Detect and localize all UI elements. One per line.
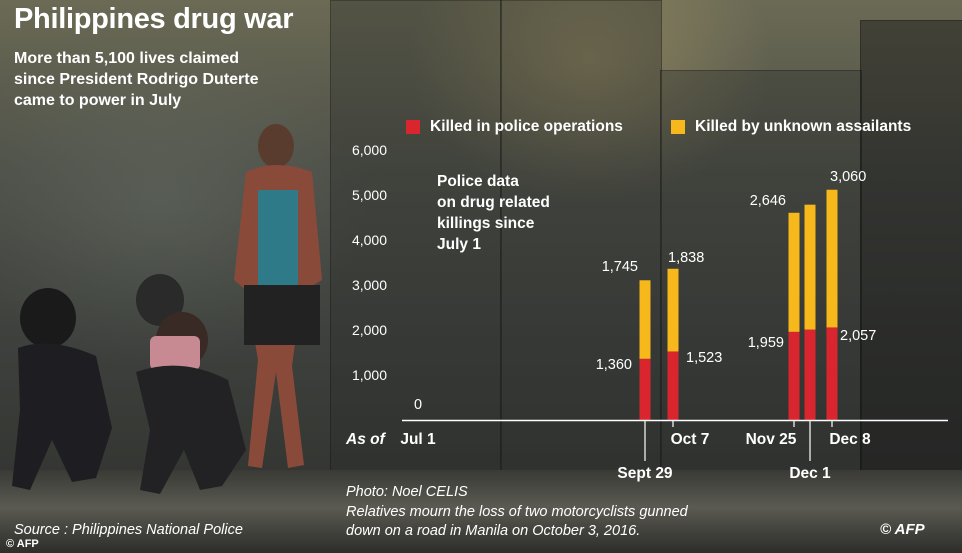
bar-unknown: [667, 268, 679, 352]
y-tick-label: 3,000: [352, 277, 387, 293]
y-tick-label: 5,000: [352, 187, 387, 203]
x-axis: As of Jul 1 Sept 29 Oct 7 Nov 25 Dec 1 Dec 8: [345, 419, 948, 482]
data-label-unknown: 3,060: [830, 169, 866, 185]
data-label-police: 1,523: [686, 350, 722, 366]
data-label-police: 2,057: [840, 328, 876, 344]
x-tick-label: Nov 25: [746, 431, 797, 448]
x-tick-label: Dec 1: [789, 465, 831, 482]
headline: Philippines drug war: [14, 3, 294, 35]
x-tick-label: Jul 1: [400, 431, 436, 448]
legend-label-unknown: Killed by unknown assailants: [695, 118, 912, 135]
x-tick-label: Sept 29: [617, 465, 673, 482]
subtitle: More than 5,100 lives claimed since Pres…: [14, 50, 259, 109]
bar-police: [667, 351, 679, 420]
legend-label-police: Killed in police operations: [430, 118, 623, 135]
x-tick-label: Oct 7: [671, 431, 710, 448]
bar-police: [639, 358, 651, 420]
legend-swatch-police: [406, 120, 420, 134]
y-tick-label: 4,000: [352, 232, 387, 248]
y-tick-label: 1,000: [352, 367, 387, 383]
data-label-unknown: 2,646: [750, 193, 786, 209]
legend-item-police: Killed in police operations: [406, 118, 623, 136]
source-note: Source : Philippines National Police: [14, 522, 243, 538]
as-of-label: As of: [345, 431, 387, 448]
photo-caption: Relatives mourn the loss of two motorcyc…: [346, 504, 688, 539]
bar-unknown: [639, 280, 651, 359]
x-tick-label: Dec 8: [829, 431, 871, 448]
legend-swatch-unknown: [671, 120, 685, 134]
data-label-unknown: 1,745: [602, 259, 638, 275]
y-tick-label: 6,000: [352, 142, 387, 158]
afp-logo: © AFP: [880, 521, 925, 538]
afp-photo-credit: © AFP: [6, 538, 39, 550]
legend-item-unknown: Killed by unknown assailants: [671, 118, 911, 136]
bar-unknown: [826, 189, 838, 328]
bar-police: [804, 329, 816, 420]
data-labels: 0 1,360 1,745 1,523 1,838 1,959 2,646 2,057 3,06…: [414, 169, 876, 413]
bar-unknown: [804, 204, 816, 330]
photo-credit-caption: Photo: Noel CELIS: [346, 484, 468, 500]
y-axis: 1,000 2,000 3,000 4,000 5,000 6,000: [352, 142, 387, 383]
people-silhouettes: [12, 124, 322, 494]
bar-police: [788, 331, 800, 420]
data-label-police: 1,360: [596, 357, 632, 373]
data-label-police: 0: [414, 397, 422, 413]
bars: [639, 189, 838, 420]
data-label-police: 1,959: [748, 335, 784, 351]
data-label-unknown: 1,838: [668, 250, 704, 266]
chart-note: Police data on drug related killings sin…: [437, 173, 550, 253]
y-tick-label: 2,000: [352, 322, 387, 338]
bar-police: [826, 327, 838, 420]
bar-unknown: [788, 212, 800, 332]
wall-panel: [330, 0, 502, 472]
door-panel: [860, 20, 962, 472]
